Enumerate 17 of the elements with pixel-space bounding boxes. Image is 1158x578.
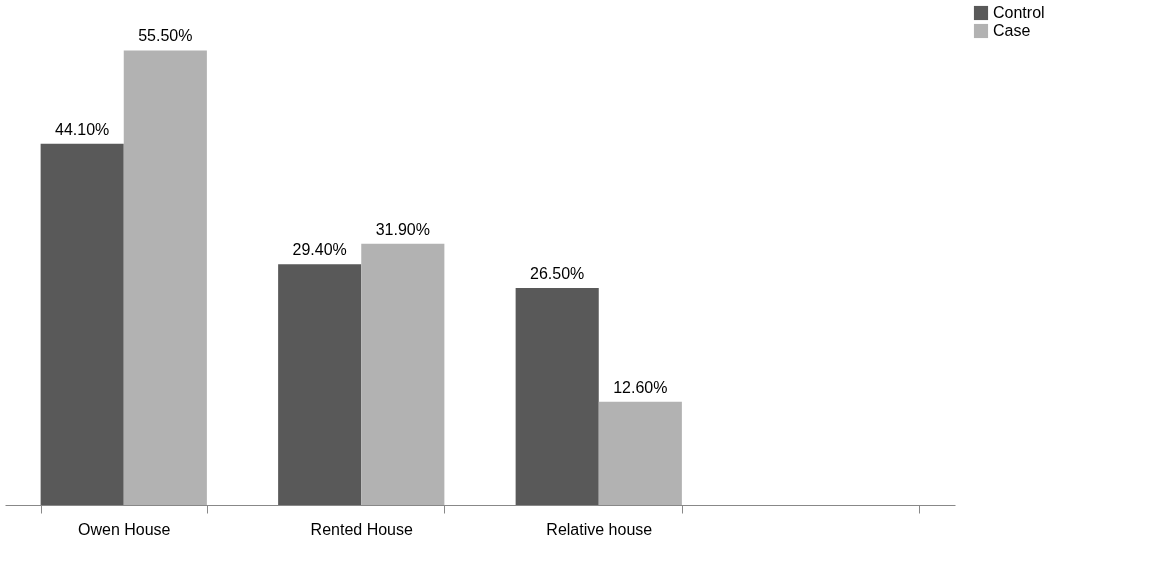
data-label: 26.50% (530, 264, 585, 282)
data-label: 44.10% (55, 120, 110, 138)
bar (278, 264, 362, 505)
bar (515, 287, 599, 505)
bar (598, 401, 682, 505)
x-tick-label: Rented House (310, 520, 413, 538)
bar (40, 143, 124, 505)
data-label: 55.50% (138, 27, 193, 45)
x-tick-label: Owen House (78, 520, 171, 538)
bar (123, 50, 207, 505)
data-label: 29.40% (292, 241, 347, 259)
bar (361, 243, 445, 505)
legend-label: Control (993, 4, 1045, 21)
legend-label: Case (993, 22, 1031, 39)
x-tick-label: Relative house (546, 520, 653, 538)
data-label: 12.60% (613, 378, 668, 396)
data-label: 31.90% (375, 220, 430, 238)
